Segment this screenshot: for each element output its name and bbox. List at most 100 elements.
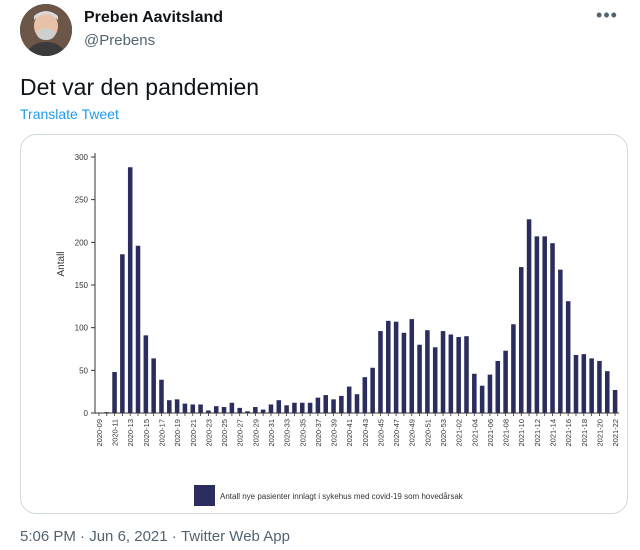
- bar-2020-27: [237, 407, 242, 413]
- x-tick-label: 2020-45: [376, 419, 385, 447]
- bar-2020-11: [112, 372, 117, 413]
- bar-2020-26: [229, 402, 235, 413]
- bar-2021-09: [511, 324, 516, 413]
- bar-2021-16: [565, 301, 571, 413]
- bars: [104, 167, 618, 413]
- x-tick-label: 2020-35: [298, 419, 307, 447]
- translate-tweet-link[interactable]: Translate Tweet: [20, 106, 119, 122]
- bar-2021-03: [464, 336, 469, 413]
- bar-2020-28: [245, 411, 250, 413]
- bar-2020-43: [362, 377, 368, 413]
- bar-2020-51: [425, 330, 430, 413]
- y-tick-label: 150: [75, 281, 89, 290]
- bar-2020-41: [346, 386, 352, 413]
- x-tick-label: 2021-20: [595, 419, 604, 447]
- tweet-time[interactable]: 5:06 PM: [20, 528, 76, 545]
- x-tick-label: 2020-33: [283, 419, 292, 447]
- bar-2020-35: [299, 402, 305, 413]
- bar-2020-31: [268, 404, 274, 413]
- bar-2020-37: [315, 397, 321, 413]
- x-tick-label: 2020-11: [111, 419, 120, 446]
- x-tick-label: 2021-02: [455, 419, 464, 447]
- x-tick-label: 2021-12: [533, 419, 542, 447]
- bar-2021-04: [472, 373, 477, 413]
- y-tick-label: 300: [75, 153, 89, 162]
- legend-swatch: [194, 485, 215, 506]
- bar-2020-40: [339, 395, 344, 413]
- tweet-source[interactable]: Twitter Web App: [180, 528, 290, 545]
- bar-2020-21: [190, 404, 196, 413]
- avatar[interactable]: [20, 4, 72, 56]
- bar-2020-52: [432, 347, 438, 413]
- x-tick-label: 2020-47: [392, 419, 401, 447]
- y-tick-label: 200: [75, 238, 89, 247]
- x-tick-label: 2021-14: [549, 419, 558, 447]
- author-name[interactable]: Preben Aavitsland: [84, 9, 224, 26]
- bar-2020-38: [323, 395, 328, 413]
- chart-legend: Antall nye pasienter innlagt i sykehus m…: [194, 485, 464, 506]
- bar-2021-21: [605, 371, 610, 413]
- bar-2020-22: [198, 404, 203, 413]
- tweet-date[interactable]: Jun 6, 2021: [89, 528, 168, 545]
- tweet-media-chart[interactable]: 0 50 100 150 200 250 300 2020-09 2020-11 2020-13…: [20, 134, 628, 514]
- x-tick-label: 2020-19: [173, 419, 182, 447]
- bar-2021-13: [542, 236, 547, 413]
- x-tick-label: 2020-51: [423, 419, 432, 447]
- meta-separator: ·: [167, 528, 181, 545]
- bar-2021-17: [573, 354, 579, 413]
- bar-2020-42: [354, 394, 360, 413]
- avatar-portrait: [20, 4, 72, 56]
- bar-2020-45: [378, 331, 383, 413]
- bar-2021-20: [597, 360, 602, 413]
- bar-2020-18: [167, 400, 172, 413]
- bar-2020-19: [174, 399, 180, 413]
- tweet-text: Det var den pandemien: [20, 74, 260, 100]
- author-handle[interactable]: @Prebens: [84, 32, 156, 49]
- x-tick-label: 2020-15: [142, 419, 151, 447]
- bar-2021-19: [589, 358, 594, 413]
- y-tick-label: 100: [75, 324, 89, 333]
- bar-2021-11: [526, 219, 532, 413]
- x-tick-label: 2020-29: [251, 419, 260, 447]
- bar-2020-23: [206, 410, 211, 413]
- x-tick-label: 2020-41: [345, 419, 354, 447]
- y-axis: 0 50 100 150 200 250 300: [75, 153, 96, 418]
- x-tick-label: 2020-17: [157, 419, 166, 447]
- x-tick-label: 2021-18: [580, 419, 589, 447]
- bar-2020-46: [386, 320, 391, 413]
- tweet-meta: 5:06 PM · Jun 6, 2021 · Twitter Web App: [20, 528, 290, 545]
- x-tick-label: 2020-39: [330, 419, 339, 447]
- bar-2021-15: [558, 269, 563, 413]
- x-tick-label: 2021-04: [470, 419, 479, 447]
- y-tick-label: 50: [79, 366, 88, 375]
- bar-2021-14: [550, 243, 555, 413]
- bar-2020-24: [213, 406, 219, 413]
- x-tick-label: 2020-23: [204, 419, 213, 447]
- x-axis: 2020-09 2020-11 2020-13 2020-15 2020-17 2020-…: [95, 412, 620, 447]
- bar-2020-16: [151, 358, 156, 413]
- bar-2020-33: [284, 405, 289, 413]
- bar-2020-14: [135, 245, 141, 413]
- legend-label: Antall nye pasienter innlagt i sykehus m…: [220, 492, 464, 501]
- x-tick-label: 2020-21: [189, 419, 198, 447]
- bar-2020-20: [182, 403, 188, 413]
- bar-2021-12: [534, 236, 540, 413]
- more-button[interactable]: •••: [592, 4, 622, 30]
- bar-2020-50: [417, 344, 422, 413]
- x-tick-label: 2020-27: [236, 419, 245, 447]
- x-tick-label: 2021-06: [486, 419, 495, 447]
- bar-2020-49: [409, 319, 415, 413]
- y-axis-label: Antall: [56, 251, 67, 276]
- x-tick-label: 2020-09: [95, 419, 104, 447]
- x-tick-label: 2020-43: [361, 419, 370, 447]
- bar-2021-08: [503, 350, 508, 413]
- bar-2021-22: [612, 389, 618, 413]
- bar-2020-17: [159, 379, 164, 413]
- bar-2020-36: [307, 402, 313, 413]
- covid-admissions-chart: 0 50 100 150 200 250 300 2020-09 2020-11 2020-13…: [56, 153, 620, 506]
- bar-2021-18: [581, 354, 587, 413]
- y-tick-label: 250: [75, 196, 89, 205]
- bar-2020-53: [440, 331, 446, 413]
- x-tick-label: 2021-16: [564, 419, 573, 447]
- x-tick-label: 2020-53: [439, 419, 448, 447]
